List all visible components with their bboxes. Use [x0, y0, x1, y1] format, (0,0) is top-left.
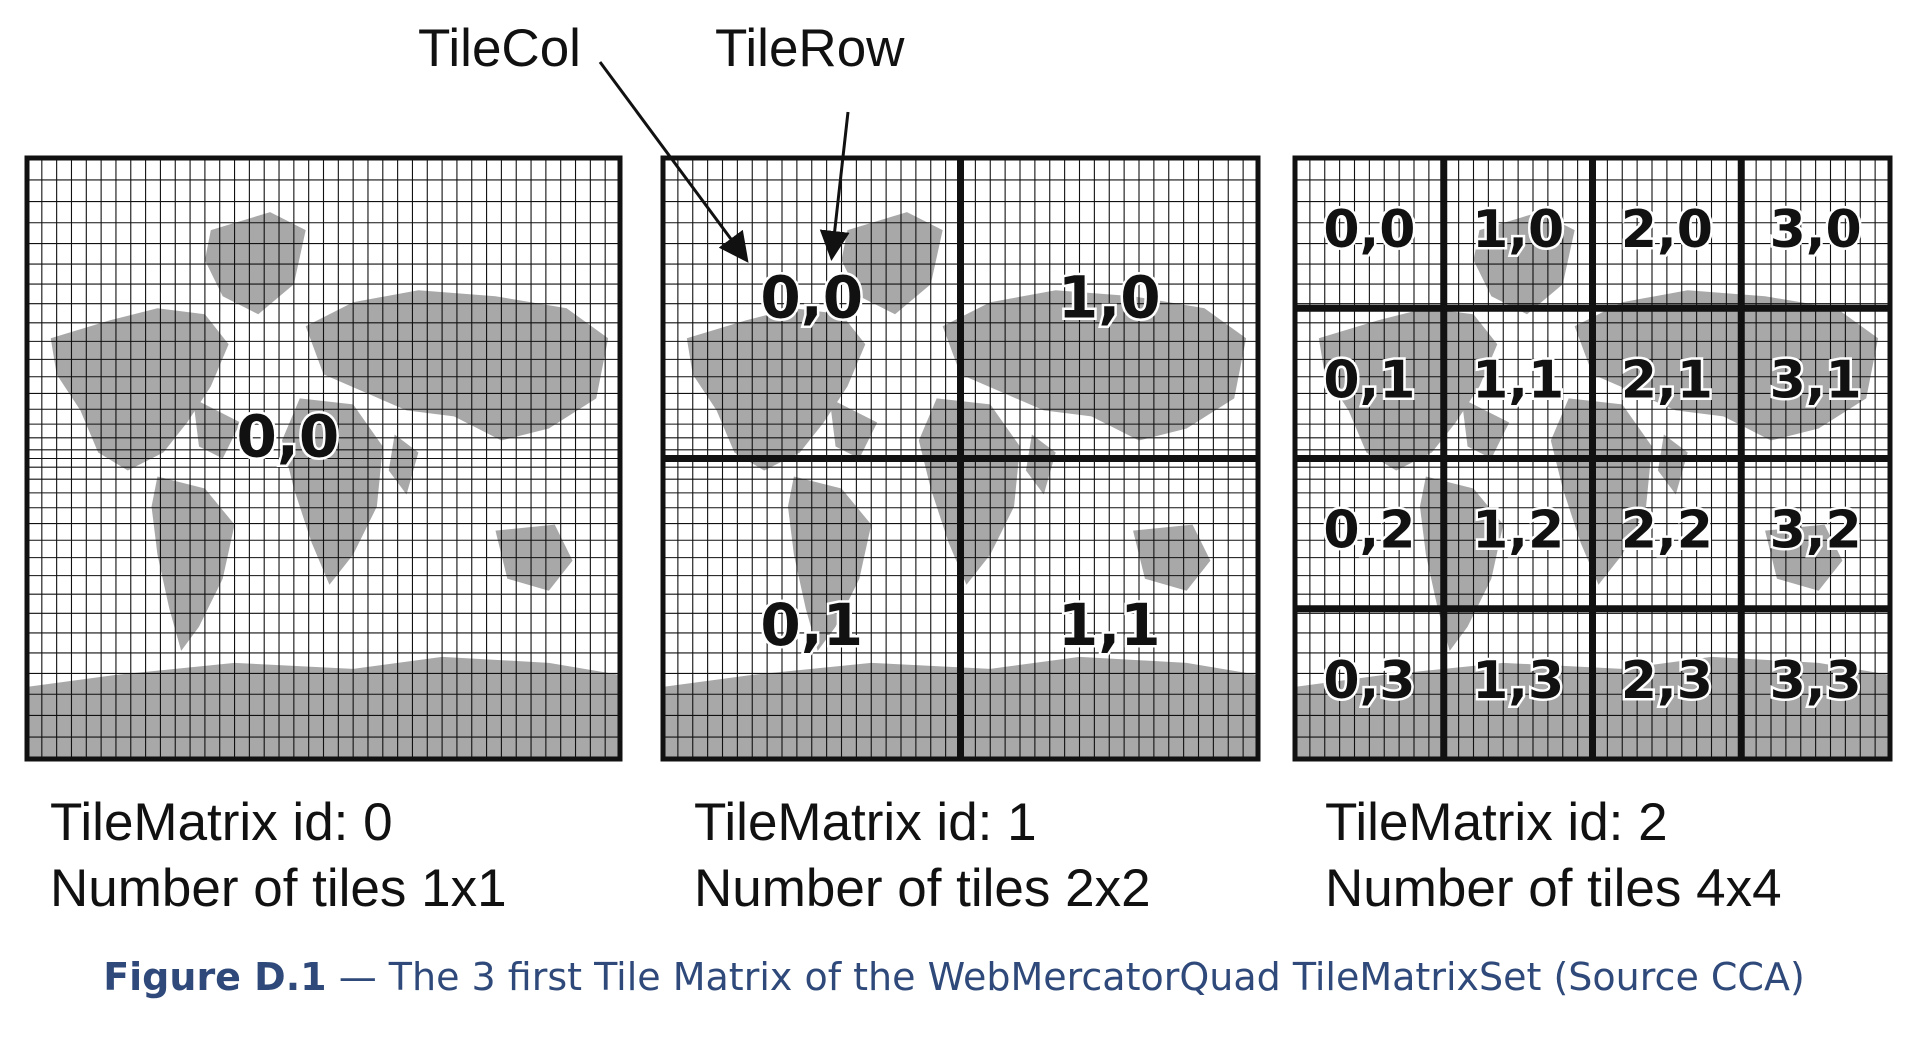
tile-label-2-0: 0,0: [1323, 200, 1415, 260]
matrix-1-label: TileMatrix id: 1 Number of tiles 2x2: [694, 790, 1151, 922]
tile-label-2-5: 1,1: [1472, 350, 1564, 410]
matrix-2-tiles-count: Number of tiles 4x4: [1325, 859, 1782, 918]
tile-label-2-15: 3,3: [1770, 651, 1862, 711]
tile-label-2-11: 3,2: [1770, 501, 1862, 561]
tile-label-1-3: 1,1: [1058, 591, 1161, 659]
matrix-2-id: TileMatrix id: 2: [1325, 793, 1668, 852]
tile-matrix-2: 0,0 1,0 2,0 3,0 0,1 1,1 2,1 3,1 0,2 1,2 2,2 3,2 0,3 1…: [1292, 155, 1893, 762]
matrix-1-tiles-count: Number of tiles 2x2: [694, 859, 1151, 918]
tile-label-1-0: 0,0: [760, 263, 863, 331]
tile-label-2-8: 0,2: [1323, 501, 1415, 561]
tile-matrix-2-border: [1292, 155, 1893, 762]
matrix-2-label: TileMatrix id: 2 Number of tiles 4x4: [1325, 790, 1782, 922]
tile-label-2-9: 1,2: [1472, 501, 1564, 561]
tile-label-1-2: 0,1: [760, 591, 863, 659]
tile-label-1-1: 1,0: [1058, 263, 1161, 331]
tilecol-arrow: [598, 61, 749, 263]
tile-label-2-7: 3,1: [1770, 350, 1862, 410]
figure-caption-text: — The 3 first Tile Matrix of the WebMerc…: [326, 955, 1805, 999]
matrix-0-id: TileMatrix id: 0: [50, 793, 393, 852]
tile-matrix-1-border: [660, 155, 1261, 762]
tile-matrix-1: 0,0 1,0 0,1 1,1: [660, 155, 1261, 762]
tilerow-annotation: TileRow: [715, 19, 905, 78]
tilerow-arrow: [819, 111, 850, 261]
tile-label-2-10: 2,2: [1621, 501, 1713, 561]
tile-matrix-0: 0,0: [24, 155, 623, 762]
figure-caption: Figure D.1 — The 3 first Tile Matrix of …: [0, 955, 1908, 999]
figure-number: Figure D.1: [103, 955, 327, 999]
tile-label-2-4: 0,1: [1323, 350, 1415, 410]
matrix-1-id: TileMatrix id: 1: [694, 793, 1037, 852]
tile-label-2-12: 0,3: [1323, 651, 1415, 711]
tile-label-2-6: 2,1: [1621, 350, 1713, 410]
tile-label-2-13: 1,3: [1472, 651, 1564, 711]
tilecol-annotation: TileCol: [418, 19, 581, 78]
tile-matrix-0-border: [24, 155, 623, 762]
tile-label-2-2: 2,0: [1621, 200, 1713, 260]
tile-label-0-0: 0,0: [237, 403, 340, 471]
tile-label-2-14: 2,3: [1621, 651, 1713, 711]
tile-label-2-1: 1,0: [1472, 200, 1564, 260]
matrix-0-label: TileMatrix id: 0 Number of tiles 1x1: [50, 790, 507, 922]
matrix-0-tiles-count: Number of tiles 1x1: [50, 859, 507, 918]
tile-label-2-3: 3,0: [1770, 200, 1862, 260]
